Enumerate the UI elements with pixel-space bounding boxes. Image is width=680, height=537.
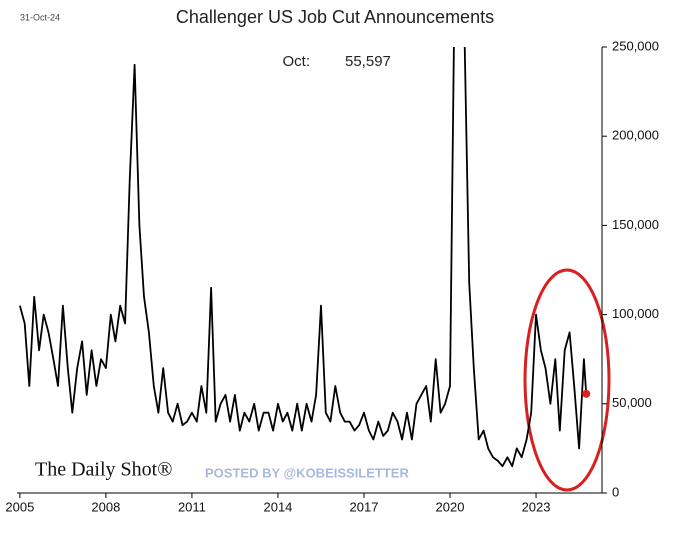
y-tick-label: 0: [612, 484, 619, 499]
watermark: POSTED BY @KOBEISSILETTER: [205, 465, 409, 480]
last-point-marker: [582, 389, 591, 398]
x-tick-label: 2011: [178, 499, 206, 514]
annotation-text: Oct:: [282, 53, 310, 70]
x-tick-label: 2005: [5, 499, 34, 514]
chart-title: Challenger US Job Cut Announcements: [176, 7, 494, 27]
y-tick-label: 50,000: [612, 395, 652, 410]
y-tick-label: 200,000: [612, 128, 659, 143]
y-tick-label: 250,000: [612, 38, 659, 53]
y-tick-label: 100,000: [612, 306, 659, 321]
plot-area: [19, 47, 588, 468]
x-tick-label: 2020: [436, 499, 465, 514]
line-series: [19, 47, 588, 468]
annotation-value: 55,597: [345, 53, 391, 70]
x-tick-label: 2017: [350, 499, 379, 514]
date: 31-Oct-24: [20, 12, 60, 22]
y-tick-label: 150,000: [612, 217, 659, 232]
x-tick-label: 2008: [91, 499, 120, 514]
x-tick-label: 2023: [522, 499, 551, 514]
source: The Daily Shot®: [35, 459, 172, 481]
x-tick-label: 2014: [263, 499, 292, 514]
highlight-circle: [523, 268, 611, 492]
